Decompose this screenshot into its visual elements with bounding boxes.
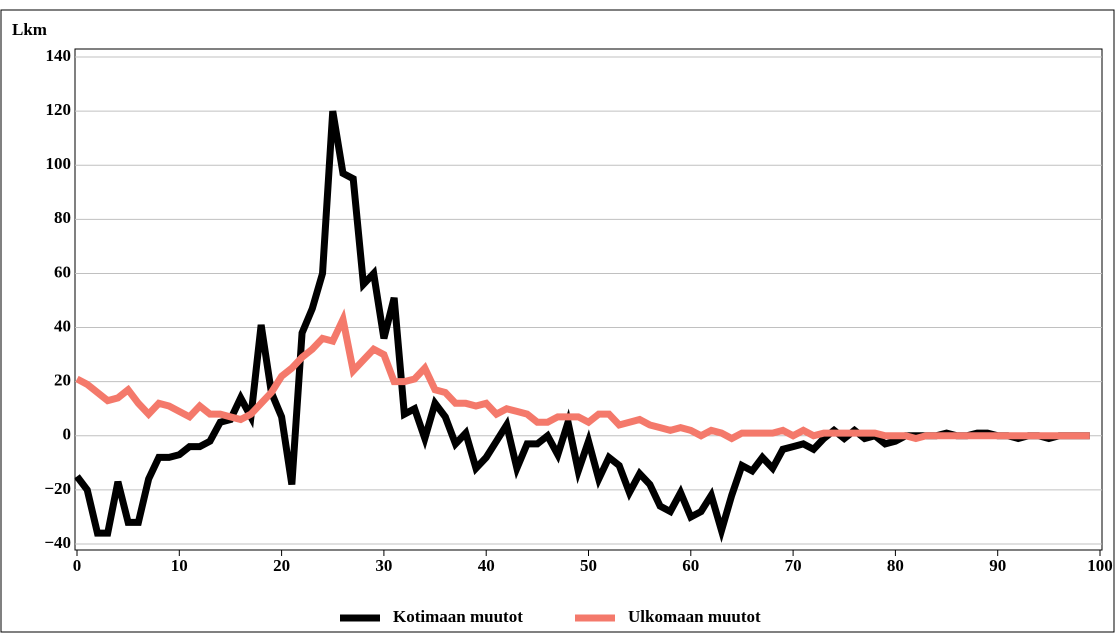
x-tick-label: 50 — [580, 556, 597, 575]
x-tick-label: 0 — [73, 556, 82, 575]
y-tick-label: −40 — [44, 533, 71, 552]
frame — [0, 9, 1115, 633]
y-axis-label: Lkm — [12, 20, 47, 39]
x-tick-label: 80 — [887, 556, 904, 575]
y-tick-label: 120 — [46, 100, 72, 119]
y-tick-label: 20 — [54, 371, 71, 390]
y-tick-label: 0 — [63, 425, 72, 444]
x-tick-label: 40 — [478, 556, 495, 575]
x-tick-label: 60 — [682, 556, 699, 575]
y-tick-label: 140 — [46, 46, 72, 65]
legend-label: Ulkomaan muutot — [628, 607, 761, 626]
y-tick-label: 60 — [54, 262, 71, 281]
x-tick-label: 20 — [273, 556, 290, 575]
y-tick-label: 100 — [46, 154, 72, 173]
y-tick-label: 80 — [54, 208, 71, 227]
y-tick-label: 40 — [54, 316, 71, 335]
x-tick-label: 90 — [989, 556, 1006, 575]
x-tick-label: 70 — [785, 556, 802, 575]
x-tick-label: 10 — [171, 556, 188, 575]
series-line — [75, 308, 1090, 443]
plot-area — [74, 48, 1103, 551]
series-line — [74, 110, 1090, 544]
legend-label: Kotimaan muutot — [393, 607, 523, 626]
x-tick-label: 100 — [1087, 556, 1113, 575]
y-tick-label: −20 — [44, 479, 71, 498]
x-tick-label: 30 — [375, 556, 392, 575]
